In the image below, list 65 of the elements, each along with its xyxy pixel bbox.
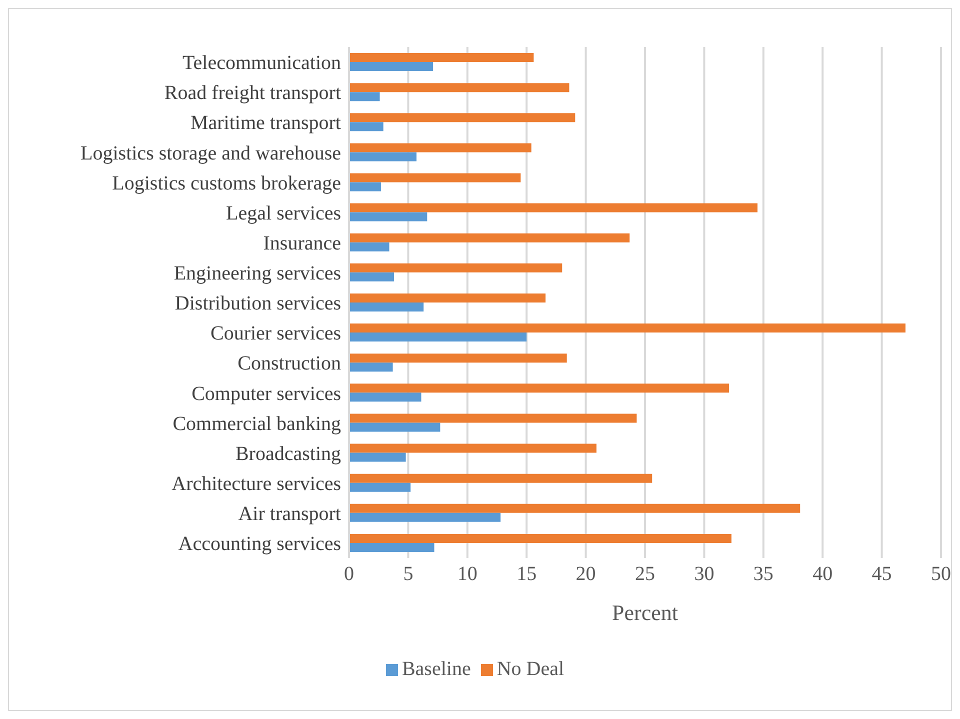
- y-tick-label: Maritime transport: [190, 112, 342, 134]
- x-tick-label: 0: [344, 563, 354, 586]
- bar: [349, 242, 390, 252]
- bar: [349, 512, 501, 522]
- x-tick-label: 5: [403, 563, 414, 586]
- x-tick-label: 30: [694, 563, 714, 586]
- y-tick-label: Accounting services: [178, 533, 342, 556]
- bar: [349, 233, 630, 242]
- bar: [349, 392, 422, 402]
- bar: [349, 182, 381, 192]
- bar: [349, 83, 570, 92]
- bar: [349, 444, 596, 453]
- bar: [349, 354, 567, 363]
- y-tick-label: Broadcasting: [235, 442, 341, 465]
- bar: [349, 384, 730, 393]
- y-tick-label: Legal services: [226, 202, 342, 224]
- bar: [349, 452, 406, 462]
- y-tick-label: Telecommunication: [182, 52, 341, 74]
- bar: [349, 534, 732, 543]
- y-tick-label: Logistics customs brokerage: [112, 172, 342, 194]
- x-axis-title: Percent: [612, 600, 678, 625]
- bar: [349, 203, 758, 212]
- y-tick-label: Architecture services: [172, 472, 342, 495]
- legend-label: No Deal: [496, 658, 564, 680]
- bar: [349, 92, 380, 102]
- y-tick-label: Computer services: [192, 382, 342, 405]
- bar: [349, 324, 906, 333]
- bar: [349, 332, 527, 342]
- bar: [349, 504, 800, 513]
- x-tick-label: 35: [753, 563, 774, 586]
- bar: [349, 293, 546, 302]
- x-tick-label: 45: [872, 563, 892, 586]
- x-tick-label: 50: [931, 563, 951, 586]
- bar: [349, 62, 434, 72]
- y-tick-label: Engineering services: [174, 262, 342, 285]
- bar: [349, 272, 394, 282]
- y-tick-label: Courier services: [210, 322, 342, 345]
- bar: [349, 173, 521, 182]
- bar: [349, 302, 424, 312]
- bar: [349, 482, 411, 492]
- x-tick-label: 20: [576, 563, 596, 586]
- bar: [349, 143, 532, 152]
- bar: [349, 362, 393, 372]
- y-tick-label: Distribution services: [174, 292, 342, 315]
- legend-label: Baseline: [402, 658, 471, 680]
- bar: [349, 414, 637, 423]
- bar: [349, 542, 434, 552]
- x-tick-label: 25: [635, 563, 655, 586]
- bar: [349, 422, 440, 432]
- x-tick-label: 10: [457, 563, 478, 586]
- bar: [349, 474, 652, 483]
- bar: [349, 53, 534, 62]
- y-tick-label: Construction: [238, 352, 341, 375]
- bar: [349, 263, 562, 272]
- y-tick-label: Insurance: [263, 232, 342, 254]
- x-tick-label: 15: [516, 563, 537, 586]
- x-tick-label: 40: [812, 563, 833, 586]
- y-tick-label: Commercial banking: [172, 412, 341, 435]
- bar: [349, 212, 428, 222]
- bar: [349, 122, 384, 132]
- bar: [349, 113, 576, 122]
- y-tick-label: Logistics storage and warehouse: [80, 142, 342, 164]
- bar: [349, 152, 416, 162]
- y-tick-label: Road freight transport: [164, 82, 342, 104]
- y-tick-label: Air transport: [238, 503, 342, 526]
